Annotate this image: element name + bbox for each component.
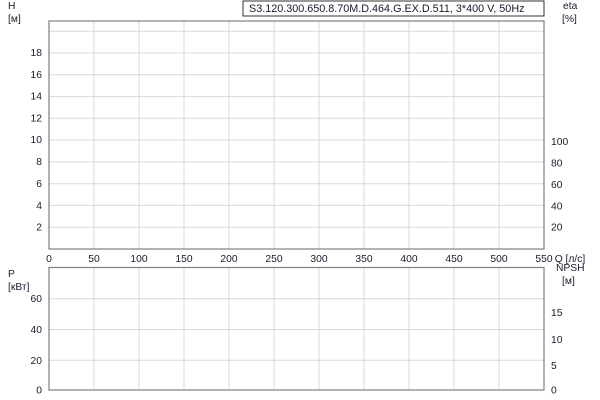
svg-text:40: 40 (551, 202, 563, 213)
svg-text:NPSH: NPSH (556, 263, 585, 274)
svg-text:S3.120.300.650.8.70M.D.464.G.E: S3.120.300.650.8.70M.D.464.G.EX.D.511, 3… (249, 3, 525, 15)
svg-text:60: 60 (31, 294, 43, 305)
svg-text:[кВт]: [кВт] (8, 282, 30, 293)
svg-text:15: 15 (551, 308, 563, 319)
svg-text:10: 10 (31, 135, 43, 146)
svg-text:350: 350 (355, 254, 372, 265)
svg-text:18: 18 (31, 48, 43, 59)
svg-text:[м]: [м] (562, 276, 575, 287)
svg-text:100: 100 (551, 137, 568, 148)
svg-text:40: 40 (31, 325, 43, 336)
svg-text:20: 20 (31, 356, 43, 367)
svg-text:[м]: [м] (8, 14, 21, 25)
svg-text:60: 60 (551, 180, 563, 191)
svg-text:450: 450 (445, 254, 462, 265)
svg-text:eta: eta (563, 1, 578, 12)
svg-text:50: 50 (88, 254, 100, 265)
svg-text:[%]: [%] (562, 14, 577, 25)
svg-text:0: 0 (551, 386, 557, 397)
svg-text:550: 550 (535, 254, 552, 265)
svg-text:8: 8 (36, 157, 42, 168)
svg-text:100: 100 (130, 254, 147, 265)
svg-text:300: 300 (310, 254, 327, 265)
svg-text:10: 10 (551, 335, 563, 346)
svg-text:H: H (8, 1, 15, 12)
svg-text:14: 14 (31, 92, 43, 103)
svg-text:6: 6 (36, 179, 42, 190)
svg-text:500: 500 (490, 254, 507, 265)
svg-text:20: 20 (551, 223, 563, 234)
svg-text:200: 200 (220, 254, 237, 265)
svg-text:0: 0 (46, 254, 52, 265)
svg-text:12: 12 (31, 114, 43, 125)
svg-text:16: 16 (31, 70, 43, 81)
svg-text:400: 400 (400, 254, 417, 265)
svg-text:150: 150 (175, 254, 192, 265)
svg-text:P: P (8, 269, 15, 280)
svg-text:5: 5 (551, 361, 557, 372)
svg-text:250: 250 (265, 254, 282, 265)
svg-text:2: 2 (36, 223, 42, 234)
svg-text:4: 4 (36, 201, 42, 212)
svg-text:0: 0 (36, 386, 42, 397)
svg-text:80: 80 (551, 159, 563, 170)
